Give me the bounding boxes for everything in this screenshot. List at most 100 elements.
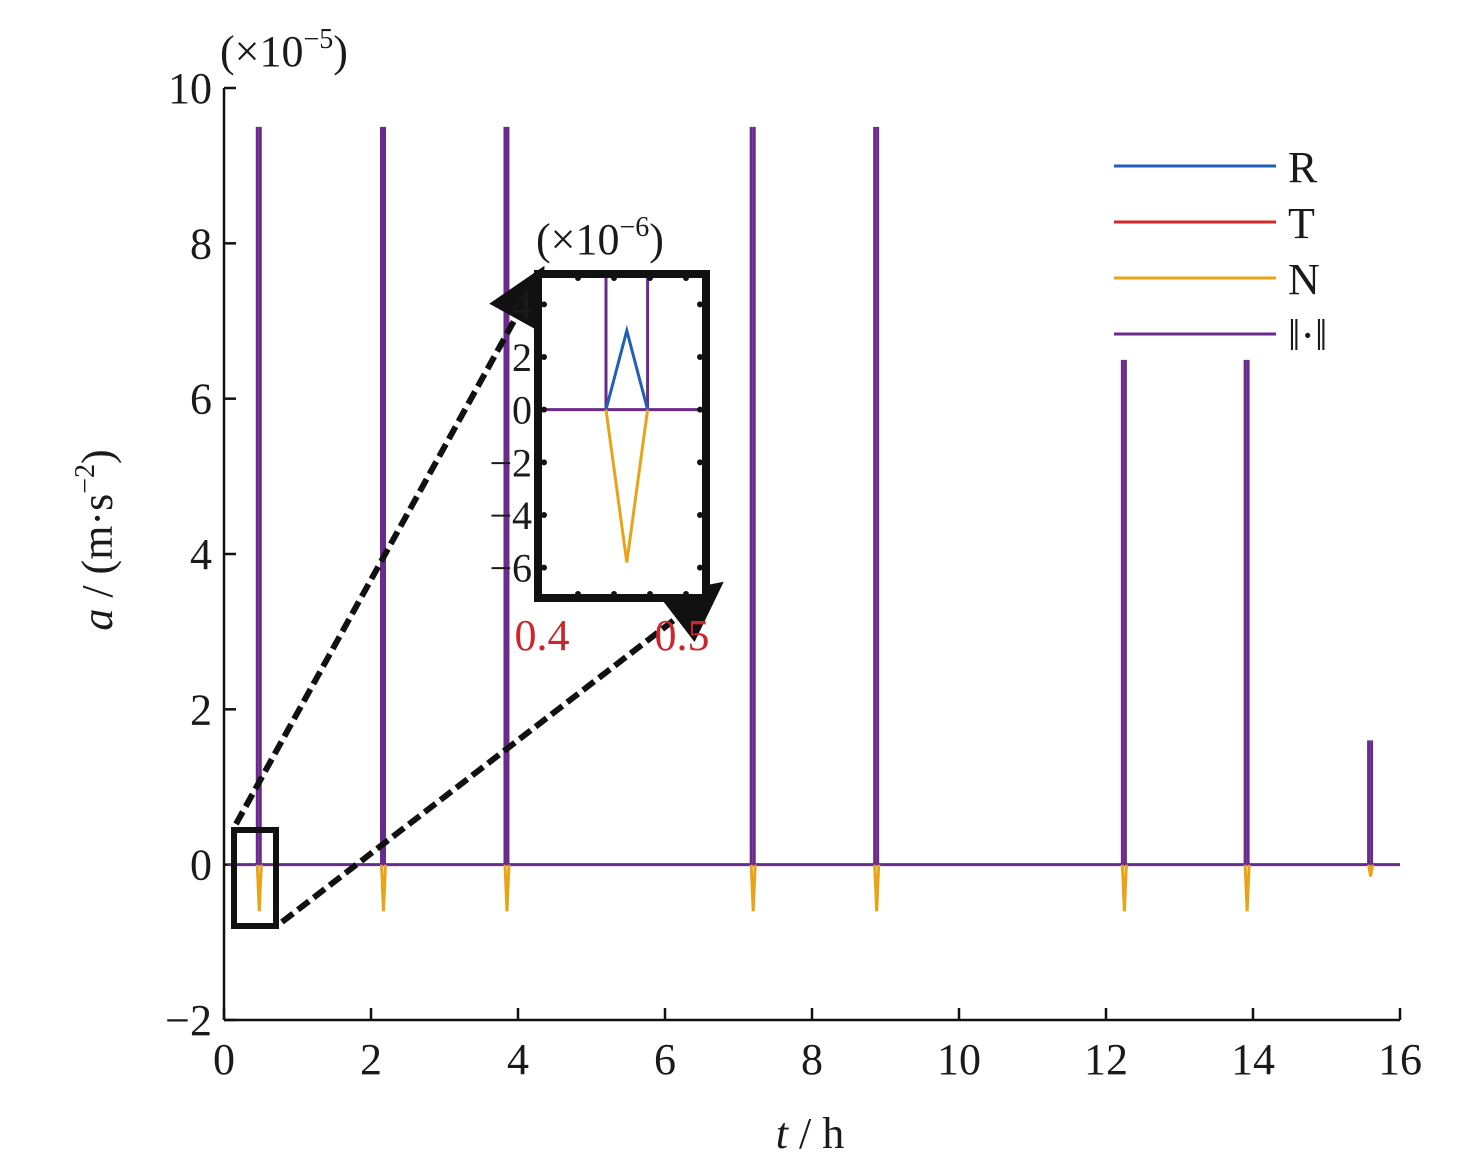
pulse [379, 126, 387, 912]
x-tick-label: 14 [1231, 1035, 1275, 1084]
zoom-box [231, 827, 279, 929]
series-N-spike [255, 864, 263, 912]
inset-y-tick-mark [541, 354, 547, 360]
y-tick-label: 10 [168, 64, 212, 113]
series-N-spike [1243, 864, 1251, 912]
inset-y-tick-mark [541, 301, 547, 308]
x-tick-label: 8 [801, 1035, 823, 1084]
y-tick-label: 4 [190, 530, 212, 579]
pulse [255, 126, 263, 912]
inset-x-tick-mark [647, 275, 653, 281]
inset-y-tick-mark [697, 406, 703, 413]
y-axis-unit: / (m·s [73, 494, 122, 609]
inset-x-tick-mark [575, 591, 581, 597]
series-N-spike [749, 864, 757, 912]
series-N-spike [1120, 864, 1128, 912]
x-axis-label: t / h [776, 1109, 844, 1158]
y-axis-close: ) [73, 449, 122, 464]
inset-x-tick-mark [611, 591, 617, 597]
inset-y-ticks: −6 −4 −2 0 2 4 [489, 282, 703, 591]
y-axis-label: a / (m·s−2) [70, 449, 122, 630]
pulse [873, 126, 881, 912]
inset-y-tick-mark [697, 301, 703, 308]
inset-y-tick-mark [541, 564, 547, 571]
series-layer [227, 126, 1400, 912]
inset-y-tick-mark [541, 406, 547, 413]
inset-y-tick-label: 2 [512, 335, 532, 380]
inset-x-tick-mark [683, 591, 689, 597]
y-ticks: −2 0 2 4 6 8 10 [165, 64, 236, 1045]
inset-scale-suffix: ) [649, 215, 664, 264]
legend-label: ‖·‖ [1288, 311, 1327, 360]
inset-R-line [604, 324, 650, 411]
legend-background [1104, 140, 1354, 358]
legend: RTN ‖·‖ [1104, 140, 1354, 360]
x-ticks: 0 2 4 6 8 10 12 14 16 [213, 1008, 1422, 1084]
x-tick-label: 4 [507, 1035, 529, 1084]
inset-scale-prefix: (×10 [536, 215, 619, 264]
y-axis-exp: −2 [70, 464, 101, 494]
inset-y-tick-mark [697, 354, 703, 360]
y-tick-label: −2 [165, 996, 212, 1045]
inset-x-tick-mark [647, 591, 653, 597]
inset-x-tick-label: 0.5 [655, 611, 710, 660]
pulse [749, 126, 757, 912]
inset-frame [534, 270, 710, 602]
legend-item: ‖·‖ [1114, 311, 1327, 360]
x-tick-label: 6 [654, 1035, 676, 1084]
legend-item: T [1114, 199, 1315, 248]
y-tick-label: 2 [190, 685, 212, 734]
y-tick-label: 0 [190, 841, 212, 890]
inset-x-tick-label: 0.4 [515, 611, 570, 660]
inset-y-tick-mark [697, 459, 703, 466]
legend-label: R [1288, 143, 1318, 192]
series-N-spike [1367, 864, 1375, 877]
pulse [1120, 359, 1128, 912]
inset-y-tick-mark [697, 564, 703, 571]
pulse [503, 126, 511, 912]
inset-y-tick-label: 0 [512, 388, 532, 433]
y-tick-label: 8 [190, 219, 212, 268]
pulse [1367, 740, 1375, 877]
inset-y-tick-label: −6 [489, 546, 532, 591]
zoom-connector-top [233, 265, 545, 826]
y-scale-suffix: ) [333, 27, 348, 76]
inset-scale-exp: −6 [619, 212, 649, 243]
legend-item: R [1114, 143, 1318, 192]
legend-label: T [1288, 199, 1315, 248]
x-tick-label: 2 [360, 1035, 382, 1084]
inset-x-tick-mark [683, 275, 689, 281]
inset-y-tick-label: −4 [489, 493, 532, 538]
x-tick-label: 16 [1378, 1035, 1422, 1084]
inset-y-tick-label: −2 [489, 440, 532, 485]
y-tick-label: 6 [190, 375, 212, 424]
zoom-connector-bottom [280, 581, 724, 925]
y-axis-var: a [73, 609, 122, 631]
legend-label: N [1288, 255, 1320, 304]
inset-series [542, 278, 702, 563]
x-axis-unit: / h [788, 1109, 844, 1158]
inset-x-tick-mark [575, 275, 581, 281]
inset-scale-label: (×10−6) [536, 212, 664, 264]
y-scale-exp: −5 [303, 24, 333, 55]
x-tick-label: 12 [1084, 1035, 1128, 1084]
series-N-spike [873, 864, 881, 912]
inset-y-tick-label: 4 [512, 282, 532, 327]
x-axis-var: t [776, 1109, 790, 1158]
inset-x-ticks: 0.4 0.5 [515, 275, 710, 660]
inset-y-tick-mark [541, 512, 547, 518]
pulse [1243, 359, 1251, 912]
series-N-spike [503, 864, 511, 912]
x-tick-label: 10 [937, 1035, 981, 1084]
inset-y-tick-mark [541, 459, 547, 466]
inset-x-tick-mark [611, 275, 617, 281]
y-scale-label: (×10−5) [220, 24, 348, 76]
inset-y-tick-mark [697, 512, 703, 518]
y-scale-prefix: (×10 [220, 27, 303, 76]
inset-N-line [604, 409, 650, 563]
inset-background [538, 274, 706, 598]
series-N-spike [379, 864, 387, 912]
legend-item: N [1114, 255, 1320, 304]
